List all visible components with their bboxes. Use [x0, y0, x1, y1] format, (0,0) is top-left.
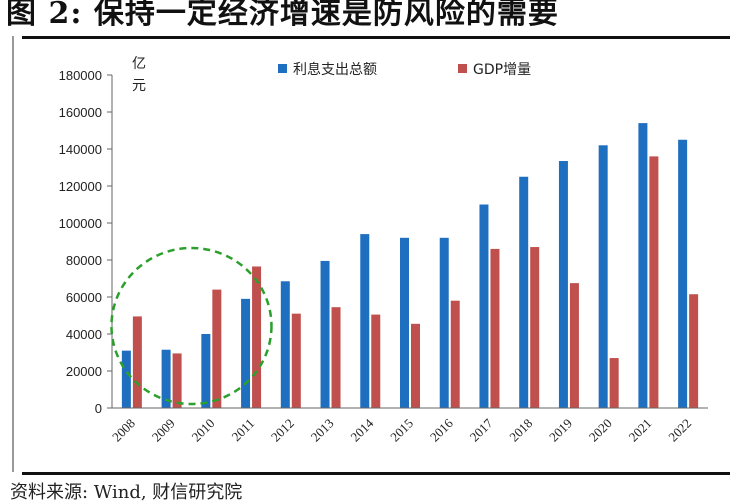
bar-interest-2010 — [201, 334, 211, 408]
bar-interest-2022 — [678, 139, 688, 408]
x-tick-label: 2020 — [586, 416, 615, 445]
bar-interest-2017 — [479, 204, 489, 408]
x-tick-label: 2014 — [347, 415, 376, 444]
y-tick-label: 160000 — [59, 105, 102, 120]
y-tick-label: 80000 — [66, 253, 102, 268]
bar-gdp-increment-2020 — [609, 358, 619, 408]
legend-swatch — [278, 64, 287, 73]
y-unit-label-line2: 元 — [132, 78, 146, 94]
bar-interest-2014 — [360, 234, 370, 408]
bar-interest-2021 — [638, 123, 648, 408]
frame-left-border — [12, 36, 14, 472]
figure-title: 图 2: 保持一定经济增速是防风险的需要 — [6, 0, 559, 31]
bar-interest-2013 — [320, 260, 330, 408]
bar-interest-2018 — [519, 176, 529, 408]
bar-interest-2020 — [598, 145, 608, 409]
y-unit-label-line1: 亿 — [132, 56, 146, 72]
x-tick-label: 2015 — [387, 416, 416, 445]
bar-gdp-increment-2009 — [172, 353, 182, 408]
x-tick-label: 2016 — [427, 415, 456, 444]
bar-gdp-increment-2012 — [291, 313, 301, 408]
bar-interest-2019 — [558, 161, 568, 408]
y-tick-label: 100000 — [59, 216, 102, 231]
annotation-dashed-circle — [110, 246, 273, 406]
x-tick-label: 2018 — [506, 416, 535, 445]
bar-gdp-increment-2019 — [569, 283, 579, 408]
x-tick-label: 2010 — [188, 416, 217, 445]
bar-gdp-increment-2011 — [252, 266, 262, 408]
bar-interest-2008 — [121, 350, 131, 408]
x-tick-label: 2013 — [308, 416, 337, 445]
bar-gdp-increment-2016 — [450, 300, 460, 408]
y-tick-label: 40000 — [66, 327, 102, 342]
bar-gdp-increment-2008 — [132, 316, 142, 408]
legend-label: GDP增量 — [473, 62, 531, 78]
bar-gdp-increment-2018 — [530, 247, 540, 408]
x-tick-label: 2012 — [268, 416, 297, 445]
x-tick-label: 2011 — [229, 416, 258, 445]
y-tick-label: 140000 — [59, 142, 102, 157]
bar-gdp-increment-2021 — [649, 156, 659, 408]
bar-interest-2009 — [161, 349, 171, 408]
frame-bottom-rule — [22, 472, 730, 475]
bar-gdp-increment-2015 — [411, 323, 420, 408]
y-tick-label: 120000 — [59, 179, 102, 194]
y-tick-label: 60000 — [66, 290, 102, 305]
x-tick-label: 2009 — [149, 416, 178, 445]
source-note: 资料来源: Wind, 财信研究院 — [10, 482, 243, 503]
bar-gdp-increment-2022 — [689, 294, 699, 408]
bar-interest-2015 — [400, 237, 409, 408]
bar-interest-2016 — [439, 237, 449, 408]
y-tick-label: 20000 — [66, 364, 102, 379]
legend-swatch — [458, 64, 467, 73]
bar-gdp-increment-2014 — [371, 314, 381, 408]
x-tick-label: 2008 — [109, 416, 138, 445]
x-tick-label: 2017 — [467, 415, 496, 444]
x-tick-label: 2021 — [626, 416, 655, 445]
bar-interest-2011 — [241, 298, 251, 408]
bar-gdp-increment-2017 — [490, 248, 500, 408]
legend-label: 利息支出总额 — [293, 61, 377, 78]
bar-gdp-increment-2013 — [331, 307, 341, 408]
x-tick-label: 2022 — [665, 416, 694, 445]
x-tick-label: 2019 — [546, 416, 575, 445]
y-tick-label: 180000 — [59, 68, 102, 83]
bar-gdp-increment-2010 — [212, 289, 222, 408]
frame-top-rule — [22, 36, 730, 39]
y-tick-label: 0 — [95, 401, 102, 416]
bar-interest-2012 — [280, 281, 290, 408]
